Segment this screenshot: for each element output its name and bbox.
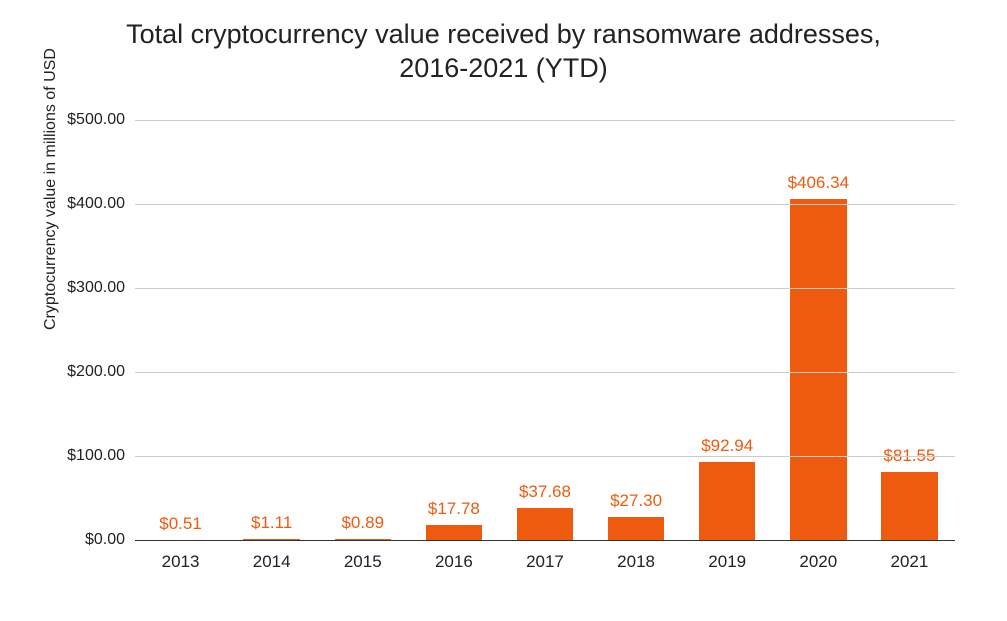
bar-value-label: $37.68	[519, 482, 571, 508]
x-tick-label: 2018	[617, 540, 655, 572]
bar: $37.68	[517, 508, 573, 540]
x-tick-label: 2016	[435, 540, 473, 572]
bar-value-label: $17.78	[428, 499, 480, 525]
bar-slot: $0.512013	[135, 120, 226, 540]
gridline	[135, 456, 955, 457]
bar-value-label: $27.30	[610, 491, 662, 517]
bar-value-label: $81.55	[883, 446, 935, 472]
y-tick-label: $300.00	[67, 279, 135, 297]
plot-area: $0.512013$1.112014$0.892015$17.782016$37…	[135, 120, 955, 540]
x-tick-label: 2015	[344, 540, 382, 572]
bar: $27.30	[608, 517, 664, 540]
bar-slot: $27.302018	[591, 120, 682, 540]
x-tick-label: 2021	[891, 540, 929, 572]
gridline	[135, 540, 955, 541]
y-tick-label: $200.00	[67, 363, 135, 381]
y-axis-title: Cryptocurrency value in millions of USD	[42, 48, 60, 330]
bar-slot: $0.892015	[317, 120, 408, 540]
bar: $17.78	[426, 525, 482, 540]
y-tick-label: $0.00	[85, 531, 135, 549]
bar-value-label: $92.94	[701, 436, 753, 462]
y-tick-label: $100.00	[67, 447, 135, 465]
bars-container: $0.512013$1.112014$0.892015$17.782016$37…	[135, 120, 955, 540]
x-tick-label: 2019	[708, 540, 746, 572]
bar-slot: $81.552021	[864, 120, 955, 540]
bar-value-label: $406.34	[788, 173, 849, 199]
x-tick-label: 2014	[253, 540, 291, 572]
bar-slot: $37.682017	[499, 120, 590, 540]
ransomware-chart: Total cryptocurrency value received by r…	[0, 0, 1007, 621]
bar-slot: $406.342020	[773, 120, 864, 540]
gridline	[135, 120, 955, 121]
x-tick-label: 2020	[799, 540, 837, 572]
x-tick-label: 2017	[526, 540, 564, 572]
gridline	[135, 288, 955, 289]
gridline	[135, 372, 955, 373]
x-tick-label: 2013	[162, 540, 200, 572]
bar: $81.55	[881, 472, 937, 541]
bar-slot: $92.942019	[682, 120, 773, 540]
bar-slot: $1.112014	[226, 120, 317, 540]
y-tick-label: $400.00	[67, 195, 135, 213]
bar: $406.34	[790, 199, 846, 540]
bar-slot: $17.782016	[408, 120, 499, 540]
bar-value-label: $1.11	[251, 513, 292, 539]
gridline	[135, 204, 955, 205]
y-tick-label: $500.00	[67, 111, 135, 129]
chart-title: Total cryptocurrency value received by r…	[0, 18, 1007, 86]
bar-value-label: $0.89	[341, 513, 384, 539]
bar-value-label: $0.51	[159, 514, 202, 540]
bar: $92.94	[699, 462, 755, 540]
